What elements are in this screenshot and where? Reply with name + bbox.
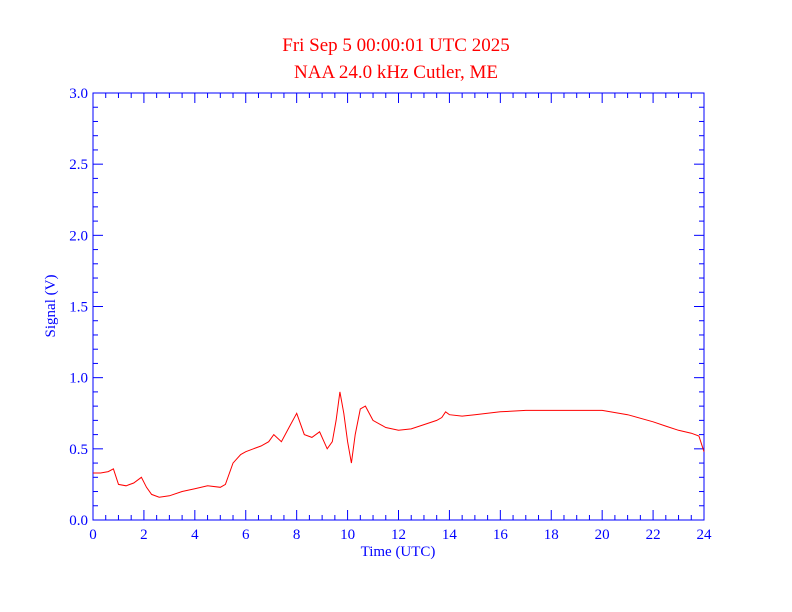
y-tick-label: 0.0 [69, 513, 88, 529]
y-tick-label: 1.5 [69, 300, 88, 316]
x-axis-label: Time (UTC) [361, 544, 436, 560]
x-tick-label: 4 [191, 527, 199, 543]
x-tick-label: 12 [391, 527, 406, 543]
x-tick-label: 24 [697, 527, 713, 543]
y-tick-label: 2.0 [69, 228, 88, 244]
y-tick-label: 2.5 [69, 157, 88, 173]
y-axis-label: Signal (V) [43, 275, 59, 338]
x-tick-label: 18 [544, 527, 559, 543]
y-tick-labels: 0.0 0.5 1.0 1.5 2.0 2.5 3.0 [69, 86, 88, 529]
x-tick-label: 6 [242, 527, 250, 543]
x-tick-label: 14 [442, 527, 458, 543]
x-tick-label: 10 [340, 527, 355, 543]
y-tick-label: 3.0 [69, 86, 88, 102]
x-tick-label: 16 [493, 527, 509, 543]
chart-title: Fri Sep 5 00:00:01 UTC 2025 [282, 35, 509, 56]
x-tick-label: 8 [293, 527, 301, 543]
chart-subtitle: NAA 24.0 kHz Cutler, ME [294, 62, 498, 83]
x-tick-label: 22 [646, 527, 661, 543]
x-tick-labels: 0 2 4 6 8 10 12 14 16 18 20 22 24 [89, 527, 712, 543]
x-tick-label: 2 [140, 527, 148, 543]
plot-frame [92, 92, 705, 521]
x-tick-label: 20 [595, 527, 610, 543]
tick-marks [92, 92, 705, 521]
y-tick-label: 1.0 [69, 371, 88, 387]
y-tick-label: 0.5 [69, 442, 88, 458]
x-tick-label: 0 [89, 527, 97, 543]
signal-series-line [93, 391, 705, 498]
